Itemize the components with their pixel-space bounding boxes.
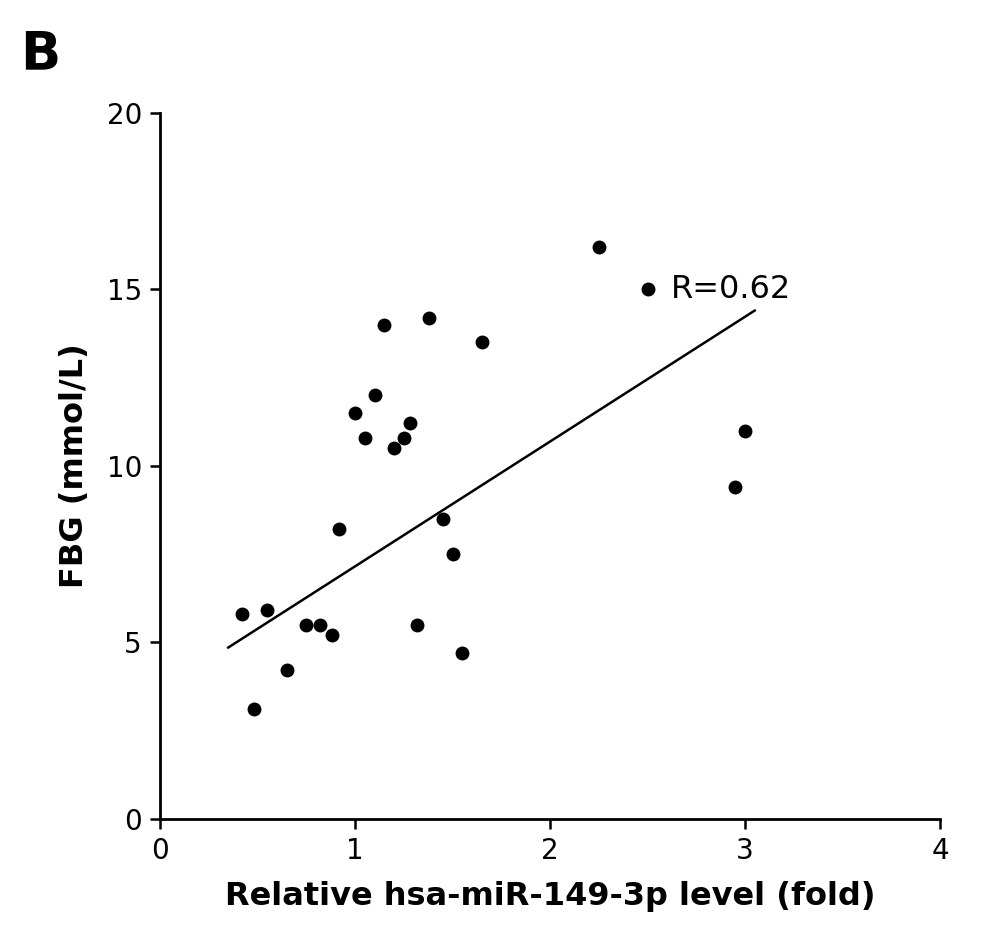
Point	[474, 335, 490, 350]
Point	[386, 440, 402, 455]
Point	[312, 617, 328, 632]
Point	[324, 628, 340, 643]
Point	[367, 388, 383, 403]
Point	[246, 702, 262, 717]
Point	[347, 406, 363, 421]
Point	[234, 607, 250, 622]
Point	[454, 646, 470, 661]
Point	[591, 239, 607, 254]
Point	[402, 416, 418, 431]
Point	[409, 617, 425, 632]
X-axis label: Relative hsa-miR-149-3p level (fold): Relative hsa-miR-149-3p level (fold)	[225, 882, 875, 913]
Point	[259, 603, 275, 618]
Point	[421, 311, 437, 326]
Text: B: B	[20, 28, 60, 80]
Point	[298, 617, 314, 632]
Y-axis label: FBG (mmol/L): FBG (mmol/L)	[59, 343, 90, 588]
Point	[396, 430, 412, 445]
Point	[331, 522, 347, 537]
Point	[435, 511, 451, 526]
Point	[737, 423, 753, 439]
Point	[727, 480, 743, 495]
Point	[279, 662, 295, 678]
Point	[445, 547, 461, 562]
Point	[640, 282, 656, 297]
Text: R=0.62: R=0.62	[671, 274, 791, 305]
Point	[376, 317, 392, 332]
Point	[357, 430, 373, 445]
